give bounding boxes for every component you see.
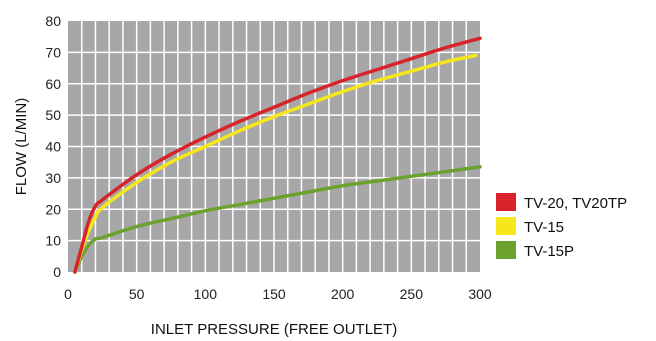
x-tick-label: 300 [468,286,492,302]
legend-swatch-0 [496,193,516,211]
legend-swatch-2 [496,241,516,259]
y-tick-label: 30 [45,170,61,186]
y-axis-ticks: 0 10 20 30 40 50 60 70 80 [45,13,61,280]
series-line-0 [73,36,482,274]
y-tick-label: 10 [45,233,61,249]
x-tick-label: 100 [194,286,218,302]
series-line-2 [73,165,482,274]
y-tick-label: 50 [45,107,61,123]
series-lines [73,36,482,274]
x-tick-label: 150 [262,286,286,302]
x-tick-label: 250 [400,286,424,302]
y-tick-label: 40 [45,139,61,155]
legend-label-2: TV-15P [524,243,574,260]
y-tick-label: 20 [45,201,61,217]
legend-label-1: TV-15 [524,219,564,236]
y-tick-label: 0 [53,264,61,280]
y-tick-label: 80 [45,13,61,29]
x-tick-label: 50 [129,286,145,302]
y-axis-title: FLOW (L/MIN) [13,98,30,196]
legend-label-0: TV-20, TV20TP [524,195,627,212]
y-tick-label: 60 [45,76,61,92]
x-tick-label: 0 [64,286,72,302]
legend: TV-20, TV20TP TV-15 TV-15P [496,193,627,260]
series-line-1 [73,53,478,274]
x-axis-title: INLET PRESSURE (FREE OUTLET) [151,321,397,338]
x-axis-ticks: 0 50 100 150 200 250 300 [64,286,492,302]
legend-swatch-1 [496,217,516,235]
x-tick-label: 200 [331,286,355,302]
y-tick-label: 70 [45,44,61,60]
